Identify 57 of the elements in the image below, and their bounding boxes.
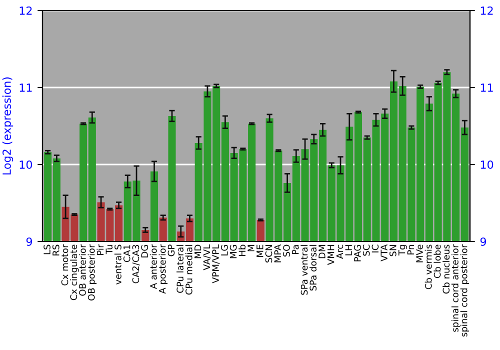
x-tick-label: LH xyxy=(345,245,352,256)
x-tick-label: CPu medial xyxy=(185,245,192,295)
x-tick-label: Cb lobe xyxy=(434,244,441,278)
y2-tick-label: 9 xyxy=(480,237,486,246)
x-tick-label: SC xyxy=(362,244,370,256)
x-tick-label: VPM/VPL xyxy=(212,244,220,284)
x-tick-label: RS xyxy=(52,244,60,256)
x-tick-label: Pa xyxy=(292,245,299,254)
x-tick-label: VTA xyxy=(380,244,388,262)
x-tick-label: A anterior xyxy=(150,244,157,290)
x-tick-label: Hb xyxy=(238,244,246,256)
x-tick-label: VA/VL xyxy=(203,244,211,270)
x-tick-label: MD xyxy=(194,244,202,258)
x-tick-label: SN xyxy=(390,245,396,256)
x-tick-label: MG xyxy=(230,245,237,258)
y2-tick-label: 12 xyxy=(480,6,493,15)
y-tick-label: 9 xyxy=(26,237,32,246)
x-tick-label: OB posterior xyxy=(88,244,97,300)
x-tick-label: Cb nucleus xyxy=(442,244,450,294)
x-tick-label: M xyxy=(248,245,254,252)
y-tick-label: 11 xyxy=(20,84,32,92)
x-tick-label: Cx cingulate xyxy=(70,244,79,300)
x-tick-label: spinal cord anterior xyxy=(451,244,460,332)
x-tick-label: SPa ventral xyxy=(300,245,308,295)
x-tick-label: A posterior xyxy=(158,244,168,294)
x-tick-label: CA2/CA3 xyxy=(132,245,140,284)
x-tick-label: Pir xyxy=(96,244,104,255)
x-tick-label: GP xyxy=(168,244,175,256)
x-tick-label: OB anterior xyxy=(78,244,86,296)
x-tick-label: Arc xyxy=(336,244,344,259)
x-tick-label: LG xyxy=(221,245,228,256)
y-tick-label: 12 xyxy=(20,6,32,15)
x-tick-label: CPu lateral xyxy=(176,245,184,293)
x-tick-label: SCN xyxy=(265,245,272,262)
x-tick-label: MVe xyxy=(416,244,423,262)
x-tick-label: SO xyxy=(283,244,290,257)
x-tick-label: Pn xyxy=(407,245,414,254)
x-tick-label: spinal cord posterior xyxy=(460,244,470,337)
x-tick-label: Tg xyxy=(398,245,407,256)
y2-tick-label: 11 xyxy=(480,84,493,92)
x-tick-label: DM xyxy=(318,245,326,258)
x-tick-label: SPa dorsal xyxy=(310,245,317,291)
y2-tick-label: 10 xyxy=(480,160,494,169)
y-tick-label: 10 xyxy=(20,160,32,169)
x-tick-label: Cx motor xyxy=(61,244,68,286)
x-tick-label: LS xyxy=(44,244,50,254)
x-tick-label: Cb vermis xyxy=(424,244,432,290)
x-tick-label: DG xyxy=(141,245,148,258)
x-tick-label: MPA xyxy=(274,244,281,262)
x-tick-label: ventral S xyxy=(114,244,122,285)
x-tick-label: VMH xyxy=(328,245,334,265)
x-tick-label: CA1 xyxy=(123,245,130,262)
y-axis-title: Log2 (expression) xyxy=(2,77,14,174)
x-tick-label: ME xyxy=(256,244,264,257)
x-tick-label: IC xyxy=(372,244,379,252)
x-tick-label: PAG xyxy=(354,245,361,262)
x-tick-label: Tu xyxy=(106,245,113,254)
